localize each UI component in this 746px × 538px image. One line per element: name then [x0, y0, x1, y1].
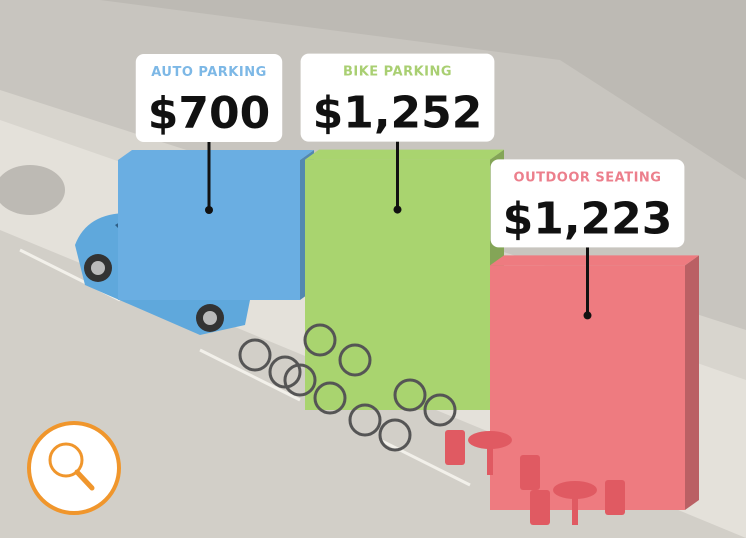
- callout-box: [300, 53, 495, 142]
- bar-group: AUTO PARKING $700: [118, 54, 314, 300]
- bar-top: [118, 150, 314, 160]
- callout-dot: [205, 206, 213, 214]
- callout-box: [135, 54, 283, 142]
- zoom-icon[interactable]: [27, 421, 121, 515]
- callout-box: [490, 159, 685, 248]
- value-label: $700: [148, 88, 270, 139]
- tables: [445, 430, 625, 525]
- callout-dot: [583, 311, 592, 320]
- bar-top: [490, 255, 699, 266]
- category-label: AUTO PARKING: [151, 65, 267, 80]
- bikes: [238, 323, 457, 452]
- bar-top: [305, 149, 504, 160]
- category-label: BIKE PARKING: [343, 65, 452, 80]
- callout-dot: [393, 205, 402, 214]
- value-label: $1,252: [313, 88, 483, 139]
- bars: AUTO PARKING $700 BIKE PARKING $1,252 OUTDOO…: [118, 53, 699, 510]
- value-label: $1,223: [503, 193, 673, 244]
- category-label: OUTDOOR SEATING: [514, 170, 662, 185]
- bar-side: [685, 255, 699, 510]
- bar-group: BIKE PARKING $1,252: [300, 53, 504, 410]
